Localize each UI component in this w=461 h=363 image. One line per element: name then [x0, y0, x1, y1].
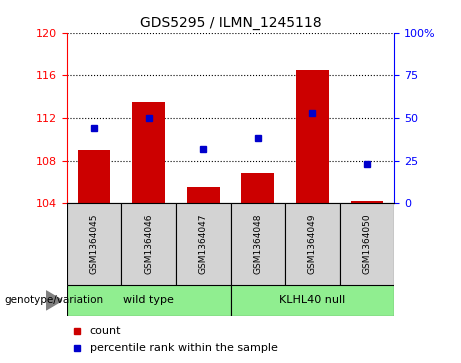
Polygon shape: [46, 291, 62, 310]
Text: GSM1364050: GSM1364050: [362, 214, 372, 274]
Text: GSM1364047: GSM1364047: [199, 214, 208, 274]
Text: GSM1364048: GSM1364048: [253, 214, 262, 274]
Text: KLHL40 null: KLHL40 null: [279, 295, 345, 305]
Text: GSM1364046: GSM1364046: [144, 214, 153, 274]
Bar: [230, 285, 394, 316]
Bar: [67, 203, 121, 285]
Bar: [176, 203, 230, 285]
Text: GDS5295 / ILMN_1245118: GDS5295 / ILMN_1245118: [140, 16, 321, 30]
Text: wild type: wild type: [123, 295, 174, 305]
Text: GSM1364045: GSM1364045: [89, 214, 99, 274]
Bar: [340, 203, 394, 285]
Text: percentile rank within the sample: percentile rank within the sample: [90, 343, 278, 353]
Text: count: count: [90, 326, 121, 336]
Bar: [230, 203, 285, 285]
Bar: [242, 174, 274, 203]
Bar: [132, 102, 165, 203]
Bar: [78, 150, 111, 203]
Bar: [350, 201, 383, 203]
Bar: [121, 203, 176, 285]
Bar: [296, 70, 329, 203]
Bar: [285, 203, 340, 285]
Text: GSM1364049: GSM1364049: [308, 214, 317, 274]
Bar: [187, 187, 219, 203]
Bar: [67, 285, 230, 316]
Text: genotype/variation: genotype/variation: [5, 295, 104, 305]
